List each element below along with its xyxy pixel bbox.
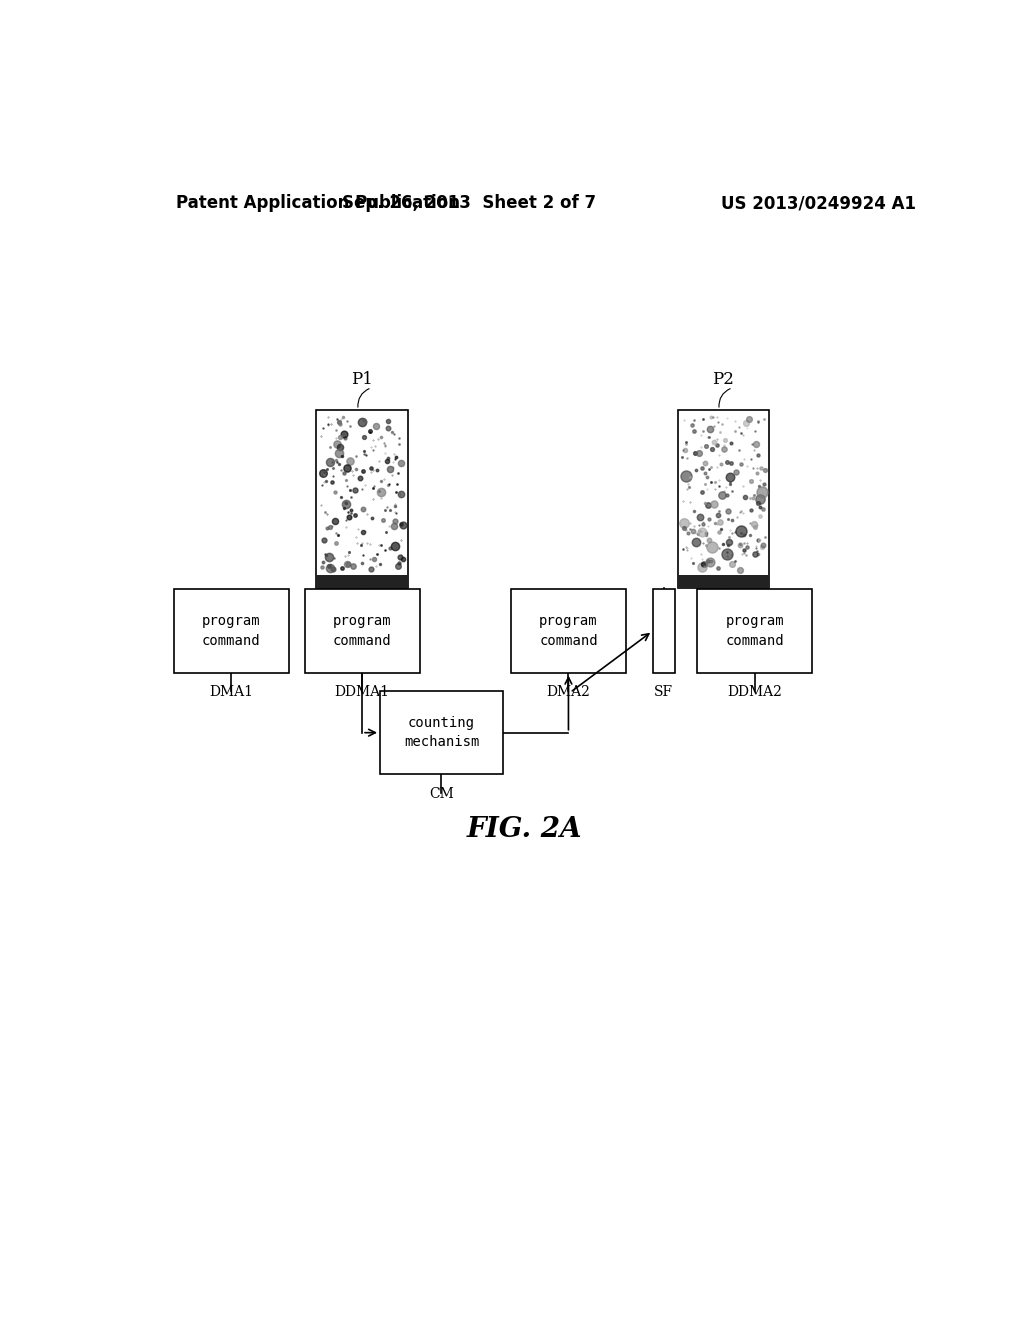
- Bar: [678, 411, 769, 587]
- Text: P1: P1: [351, 371, 373, 388]
- Bar: [652, 589, 675, 673]
- Text: US 2013/0249924 A1: US 2013/0249924 A1: [721, 194, 915, 213]
- Text: CM: CM: [429, 787, 454, 800]
- Text: SF: SF: [654, 685, 673, 698]
- Text: counting
mechanism: counting mechanism: [403, 715, 479, 750]
- Text: DDMA2: DDMA2: [727, 685, 782, 698]
- Text: P2: P2: [713, 371, 734, 388]
- Bar: [697, 589, 812, 673]
- Text: program
command: program command: [202, 614, 260, 648]
- Bar: [174, 589, 289, 673]
- Bar: [678, 576, 769, 587]
- Text: program
command: program command: [539, 614, 598, 648]
- Text: DMA1: DMA1: [209, 685, 253, 698]
- Text: program
command: program command: [333, 614, 391, 648]
- Text: Patent Application Publication: Patent Application Publication: [176, 194, 460, 213]
- Bar: [304, 589, 420, 673]
- Bar: [380, 690, 503, 775]
- Text: DMA2: DMA2: [547, 685, 591, 698]
- Bar: [316, 576, 408, 587]
- Text: DDMA1: DDMA1: [335, 685, 389, 698]
- Text: FIG. 2A: FIG. 2A: [467, 816, 583, 842]
- Text: Sep. 26, 2013  Sheet 2 of 7: Sep. 26, 2013 Sheet 2 of 7: [342, 194, 596, 213]
- Text: program
command: program command: [726, 614, 784, 648]
- Bar: [511, 589, 626, 673]
- Bar: [316, 411, 408, 587]
